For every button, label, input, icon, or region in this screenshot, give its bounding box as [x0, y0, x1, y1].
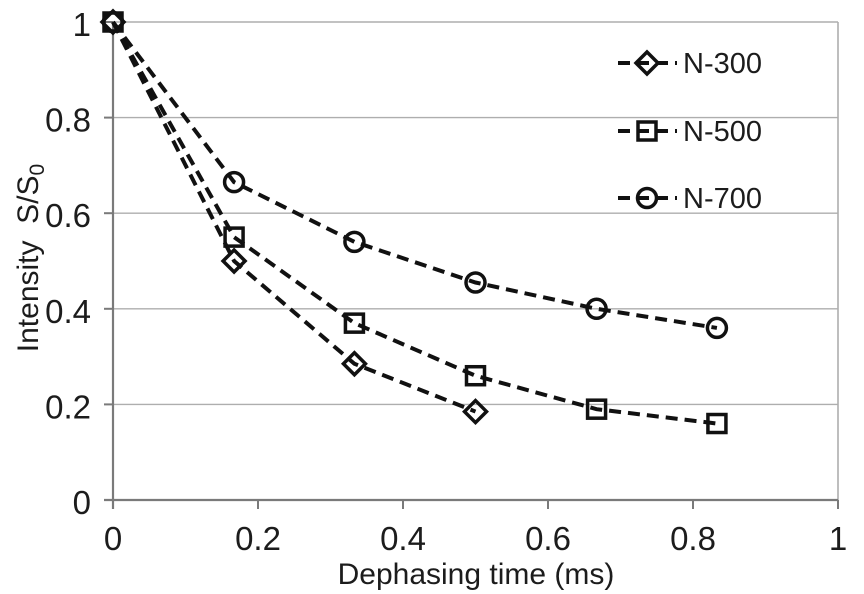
legend-label: N-300 [683, 48, 762, 80]
axes-group [104, 21, 839, 509]
x-tick-label: 0.2 [235, 520, 281, 557]
circle-marker [343, 230, 366, 254]
x-tick-label: 0.4 [380, 520, 426, 557]
circle-marker [705, 316, 729, 340]
tick-labels-group: 0 0.2 0.4 0.6 0.8 1 0 0.2 0.4 0.6 0.8 1 [45, 6, 847, 557]
y-tick-label: 0.8 [45, 102, 91, 139]
x-tick-label: 1 [829, 520, 847, 557]
square-marker [706, 412, 728, 435]
legend-entry-n-700: N-700 [618, 183, 762, 215]
circle-marker [101, 10, 125, 34]
square-marker [223, 226, 245, 248]
square-marker [585, 398, 608, 420]
square-marker [464, 364, 487, 387]
square-marker [343, 312, 366, 334]
diamond-marker [633, 49, 661, 77]
circle-marker [464, 271, 487, 294]
series-line-n-700 [111, 20, 718, 330]
gridlines-group [113, 21, 839, 509]
legend-entry-n-500: N-500 [618, 116, 762, 148]
circle-marker [585, 297, 608, 321]
diamond-marker [462, 398, 489, 426]
diamond-marker [340, 350, 368, 378]
x-tick-label: 0.8 [670, 520, 716, 557]
series-line-n-500 [111, 21, 718, 426]
x-tick-label: 0.6 [525, 520, 571, 557]
series-group [99, 8, 729, 435]
x-tick-label: 0 [104, 520, 122, 557]
y-tick-label: 0.6 [45, 197, 91, 234]
y-tick-label: 0.2 [45, 388, 91, 425]
diamond-marker [220, 247, 248, 275]
circle-marker [635, 186, 659, 210]
series-line-n-300 [111, 21, 477, 414]
y-axis-title: Intensity S/S0 [12, 164, 49, 352]
legend-entry-n-300: N-300 [618, 48, 762, 80]
x-axis-title: Dephasing time (ms) [338, 558, 615, 591]
legend-label: N-700 [683, 183, 762, 215]
y-tick-label: 0.4 [45, 293, 91, 330]
square-marker [636, 120, 658, 142]
y-axis-title-subscript: 0 [26, 164, 49, 176]
legend-label: N-500 [683, 116, 762, 148]
y-tick-label: 1 [73, 6, 91, 43]
y-axis-title-main: Intensity S/S [12, 175, 45, 352]
circle-marker [222, 170, 246, 194]
y-tick-label: 0 [73, 484, 91, 521]
legend-group: N-300 N-500 N-700 [618, 48, 762, 215]
